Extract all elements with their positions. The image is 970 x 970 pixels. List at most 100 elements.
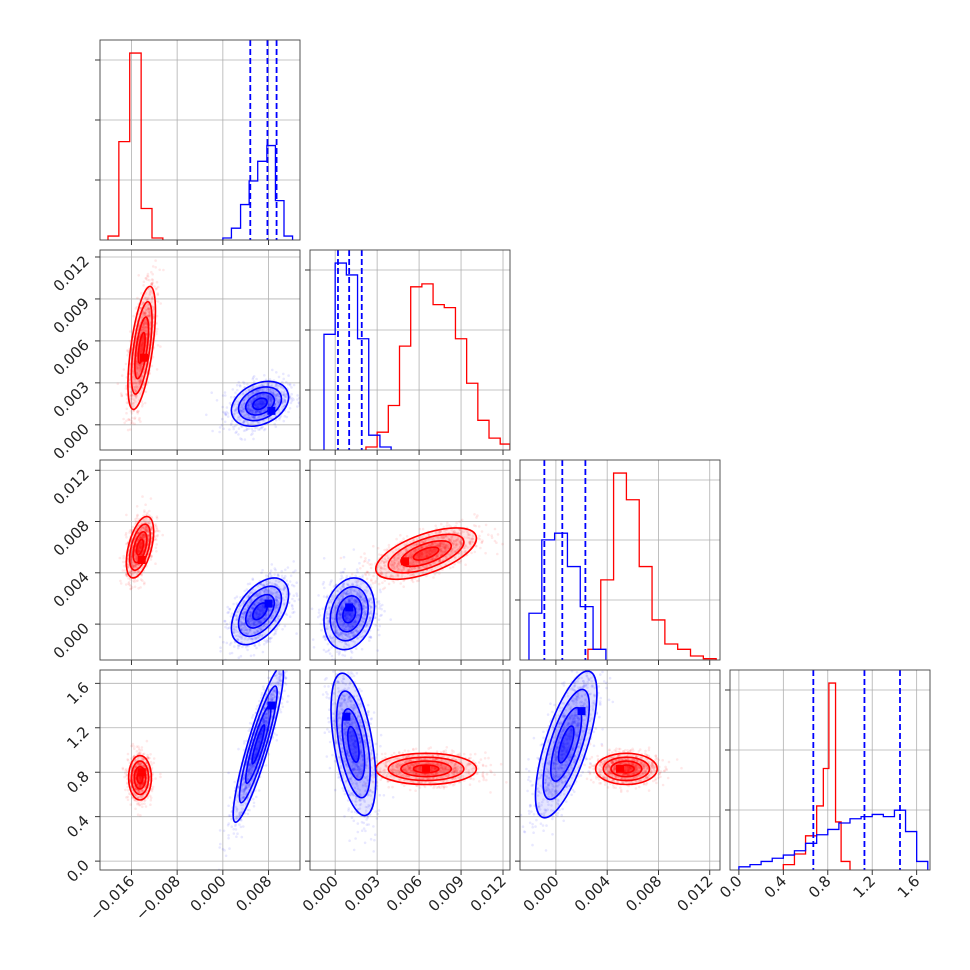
histogram-red [365,283,510,450]
density-peak-blue [267,701,276,710]
contour-level [346,725,360,763]
x-tick-label: 0.000 [187,872,230,915]
x-tick-label: 1.6 [894,872,924,902]
contours-blue [534,670,598,819]
y-tick-label: 0.003 [50,378,93,421]
x-tick-label: 0.000 [299,872,342,915]
histogram-p1 [305,249,511,455]
contours-red [127,754,153,801]
panel-frame [99,249,301,451]
contour-level [374,527,478,581]
histogram-blue [738,809,929,870]
contour-level [557,725,575,764]
y-tick-label: 0.008 [50,517,93,560]
histogram-blue [528,532,607,660]
y-tick-label: 1.6 [63,678,93,708]
panel-frame [99,669,301,871]
histogram-red [587,472,717,660]
contour-level [335,595,363,633]
contour-level [230,577,290,646]
x-tick-label: 0.009 [425,872,468,915]
contour-level [238,685,278,804]
x-tick-label: 0.008 [622,872,665,915]
contours-blue [232,670,285,824]
samples-blue [520,670,615,852]
panel-frame [729,669,931,871]
histogram-blue [222,144,294,240]
scatter-p0-p3: −0.016−0.008 0.000 0.008 0.0 0.4 0.8 1.2 1.6 [63,669,301,924]
panel-content [321,670,508,853]
panel-content [121,670,294,870]
contour-level [127,285,157,411]
x-tick-label: 0.004 [571,872,614,915]
x-tick-label: 0.8 [805,872,835,902]
histogram-p3: 0.0 0.4 0.8 1.2 1.6 [716,669,931,902]
density-peak-blue [345,603,354,612]
contour-level [323,577,376,651]
panel-frame [309,669,511,871]
contour-level [252,397,268,411]
contour-level [244,391,276,416]
y-tick-label: 0.012 [50,465,93,508]
y-tick-label: 0.004 [50,568,93,611]
x-tick-label: 0.000 [520,872,563,915]
histogram-blue [323,262,392,450]
contour-level [330,672,377,817]
y-tick-label: 1.2 [63,723,93,753]
histogram-red [782,682,851,870]
density-peak-blue [577,707,586,716]
panel-content [520,670,683,852]
contours-red [127,285,157,411]
contour-level [130,300,153,395]
histogram-p2 [515,459,721,665]
contour-level [125,515,155,579]
panel-frame [309,459,511,661]
x-tick-label: −0.008 [132,872,184,924]
scatter-p1-p2 [305,459,511,665]
contours-red [374,527,478,581]
contour-level [251,724,266,765]
y-tick-label: 0.000 [50,420,93,463]
panel-frame [99,459,301,661]
panel-content [118,495,300,660]
contour-level [135,538,145,556]
x-tick-label: 0.008 [232,872,275,915]
x-tick-label: 0.006 [383,872,426,915]
contour-level [341,708,366,781]
histogram-red [107,52,164,240]
x-tick-label: 0.003 [341,872,384,915]
contours-blue [323,577,376,651]
panel-frame [99,39,301,241]
y-tick-label: 0.0 [63,856,93,886]
x-tick-label: −0.016 [86,872,138,924]
y-tick-label: 0.012 [50,252,93,295]
y-tick-label: 0.8 [63,767,93,797]
density-peak-blue [342,712,351,721]
x-tick-label: 1.2 [849,872,879,902]
contour-level [134,316,150,380]
scatter-p0-p2: 0.000 0.004 0.008 0.012 [50,459,301,665]
contours-red [594,752,659,786]
density-peak-red [422,764,431,773]
density-peak-red [140,353,148,362]
density-peak-blue [267,406,276,415]
panel-content [310,513,504,660]
histogram-p0 [95,39,301,245]
panel-frame [309,249,511,451]
contour-level [230,380,290,428]
density-peak-red [137,556,146,564]
density-peak-blue [264,599,273,608]
y-tick-label: 0.000 [50,619,93,662]
panel-frame [519,459,721,661]
density-peak-red [137,768,146,777]
panel-frame [519,669,721,871]
contour-level [594,752,659,786]
x-tick-label: 0.012 [673,872,716,915]
x-tick-label: 0.012 [467,872,510,915]
density-peak-red [616,764,624,773]
y-tick-label: 0.006 [50,336,93,379]
contour-level [542,688,591,801]
